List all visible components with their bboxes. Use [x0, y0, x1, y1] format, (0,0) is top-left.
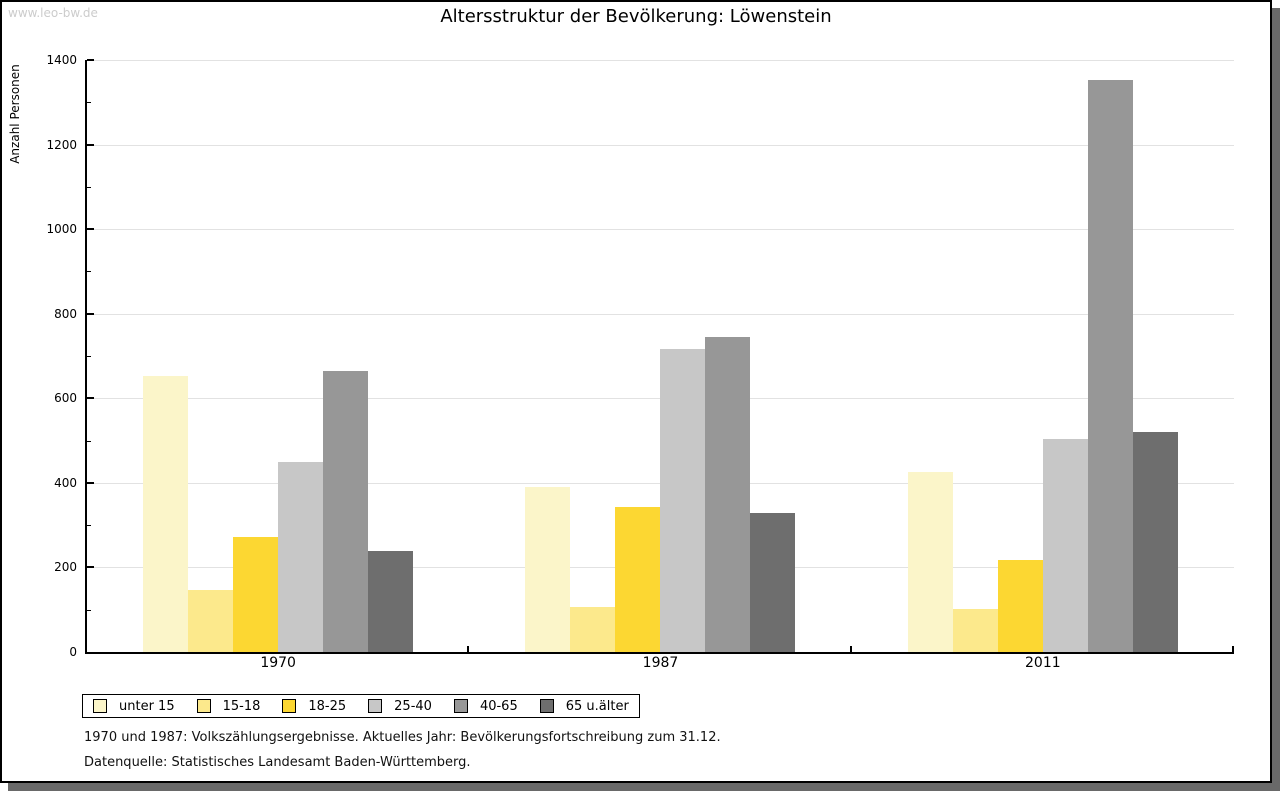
y-tick [87, 440, 91, 442]
y-tick [87, 102, 91, 104]
x-tick [467, 646, 470, 652]
plot-area: 0 200 400 600 800 1000 1200 1400 1970 1987 2011 [46, 53, 1234, 671]
y-tick-label: 400 [54, 475, 77, 490]
y-tick [87, 228, 94, 231]
legend-swatch [368, 699, 383, 713]
bar-group-1970 [87, 60, 469, 652]
y-tick-label: 1000 [46, 222, 77, 237]
y-tick-label: 1200 [46, 137, 77, 152]
legend-swatch [539, 699, 554, 713]
legend-label: 15-18 [222, 698, 261, 714]
y-tick [87, 59, 94, 61]
bar-1987-65 u.älter [750, 512, 796, 652]
legend-swatch [196, 699, 211, 713]
legend-item-65 u.älter: 65 u.älter [539, 698, 629, 714]
x-axis-label-1970: 1970 [260, 655, 296, 671]
y-tick [87, 397, 94, 400]
legend-label: unter 15 [119, 698, 175, 714]
footnote-line-1: 1970 und 1987: Volkszählungsergebnisse. … [84, 730, 721, 745]
bar-1970-18-25 [233, 536, 279, 652]
legend-item-40-65: 40-65 [453, 698, 518, 714]
legend-item-15-18: 15-18 [196, 698, 261, 714]
y-tick [87, 609, 91, 611]
bar-group-2011 [852, 60, 1234, 652]
bar-1987-25-40 [660, 349, 706, 652]
y-tick-label: 0 [69, 645, 77, 659]
legend-label: 18-25 [308, 698, 347, 714]
legend-swatch [453, 699, 468, 713]
bar-2011-40-65 [1087, 80, 1133, 652]
bar-1970-15-18 [188, 590, 234, 652]
y-tick [87, 356, 91, 357]
gridline [87, 144, 1234, 146]
bar-1970-unter 15 [143, 375, 189, 652]
y-tick [87, 481, 94, 484]
x-axis-line [85, 652, 1234, 654]
y-axis-line [85, 60, 87, 652]
legend-swatch [93, 699, 107, 713]
gridline [87, 229, 1234, 231]
y-tick-label: 200 [54, 560, 77, 575]
x-tick [1232, 646, 1234, 652]
legend-item-18-25: 18-25 [282, 699, 346, 714]
y-tick [87, 271, 91, 273]
bar-2011-15-18 [952, 609, 998, 652]
legend-item-unter 15: unter 15 [93, 699, 175, 714]
x-axis-label-2011: 2011 [1025, 655, 1061, 671]
watermark: www.leo-bw.de [8, 6, 98, 20]
x-axis-label-1987: 1987 [642, 655, 679, 671]
x-tick [849, 646, 852, 652]
page-title: Altersstruktur der Bevölkerung: Löwenste… [440, 6, 832, 27]
y-tick-label: 1400 [46, 53, 77, 67]
y-tick [87, 143, 94, 146]
bar-1987-unter 15 [525, 486, 571, 652]
y-tick [87, 566, 94, 569]
bar-2011-65 u.älter [1132, 432, 1178, 652]
legend-label: 65 u.älter [565, 698, 629, 714]
y-tick [87, 312, 94, 315]
bar-1970-40-65 [323, 370, 369, 652]
bar-1987-18-25 [615, 507, 661, 652]
y-tick [87, 525, 91, 527]
legend: unter 15 15-18 18-25 25-40 40-65 65 u.älter [82, 694, 640, 718]
bar-1970-65 u.älter [368, 550, 414, 652]
y-tick [87, 186, 91, 188]
legend-label: 40-65 [479, 698, 518, 714]
bar-group-1987 [469, 60, 851, 652]
y-axis-title: Anzahl Personen [8, 64, 22, 164]
legend-swatch [282, 699, 297, 713]
gridline [87, 313, 1234, 315]
bar-2011-25-40 [1042, 439, 1088, 652]
bar-2011-18-25 [997, 559, 1043, 652]
bar-groups [87, 60, 1234, 652]
legend-item-25-40: 25-40 [368, 699, 432, 714]
bar-1987-15-18 [570, 606, 616, 652]
bar-2011-unter 15 [907, 471, 953, 652]
bar-1970-25-40 [278, 461, 324, 652]
legend-label: 25-40 [394, 698, 432, 714]
y-tick-label: 600 [54, 391, 77, 406]
bar-1987-40-65 [705, 336, 751, 652]
y-tick-label: 800 [54, 306, 77, 321]
gridline [87, 60, 1234, 61]
footnote-line-2: Datenquelle: Statistisches Landesamt Bad… [84, 755, 471, 770]
